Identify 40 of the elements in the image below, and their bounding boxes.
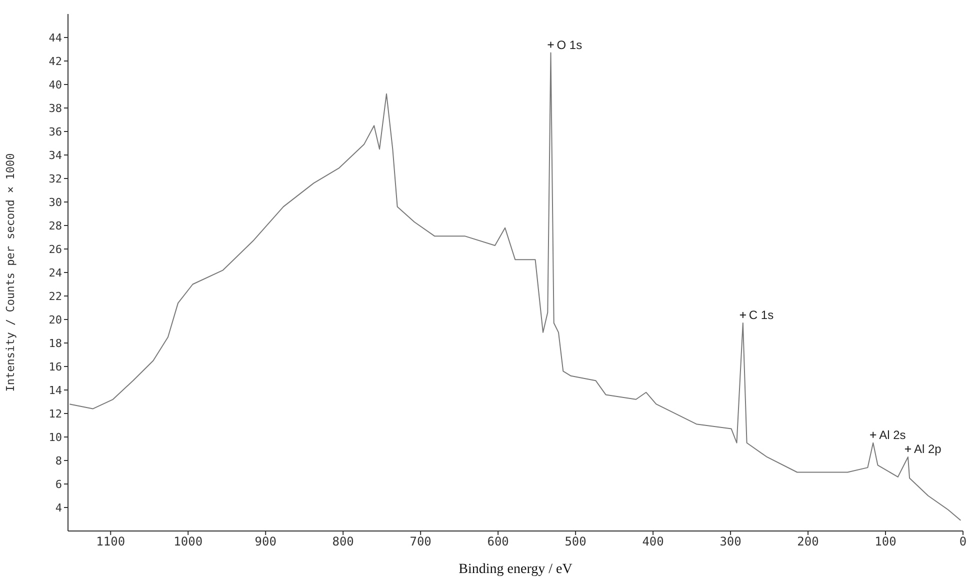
y-tick-label: 34 — [48, 148, 62, 162]
x-tick-label: 1000 — [174, 534, 203, 549]
x-tick-label: 200 — [797, 534, 819, 549]
y-tick-label: 24 — [48, 266, 62, 280]
annotation: Al 2s — [879, 428, 906, 442]
y-tick-label: 28 — [48, 219, 62, 232]
y-tick-label: 36 — [48, 125, 62, 138]
y-tick-label: 4 — [55, 501, 62, 514]
y-tick-label: 30 — [48, 196, 62, 209]
x-tick-label: 800 — [332, 534, 354, 549]
y-tick-label: 16 — [48, 360, 62, 374]
y-tick-label: 22 — [48, 290, 62, 303]
x-tick-label: 600 — [487, 534, 509, 549]
y-tick-label: 32 — [48, 172, 62, 186]
y-tick-label: 10 — [48, 430, 62, 444]
annotation: O 1s — [556, 38, 582, 52]
line-series — [69, 52, 962, 521]
annotation: Al 2p — [914, 442, 942, 456]
y-tick-label: 40 — [48, 78, 62, 92]
y-tick-label: 38 — [48, 102, 62, 115]
y-tick-label: 6 — [55, 478, 62, 491]
y-tick-label: 12 — [48, 407, 62, 420]
x-tick-label: 0 — [959, 534, 967, 549]
x-tick-label: 300 — [720, 534, 742, 549]
x-tick-label: 500 — [564, 534, 586, 549]
x-tick-label: 1100 — [96, 534, 126, 549]
x-tick-label: 700 — [410, 534, 432, 549]
y-tick-label: 8 — [55, 454, 62, 468]
y-tick-label: 20 — [48, 313, 62, 326]
y-tick-label: 18 — [48, 336, 62, 350]
x-axis-title: Binding energy / eV — [458, 562, 572, 577]
y-tick-label: 42 — [48, 54, 62, 68]
x-tick-label: 900 — [254, 534, 276, 549]
x-tick-label: 100 — [874, 534, 896, 549]
y-tick-label: 26 — [48, 242, 62, 256]
y-tick-label: 14 — [48, 384, 62, 397]
x-tick-label: 400 — [642, 534, 664, 549]
y-tick-label: 44 — [48, 31, 62, 44]
y-axis-title: Intensity / Counts per second × 1000 — [4, 153, 17, 392]
annotation: C 1s — [748, 308, 774, 322]
